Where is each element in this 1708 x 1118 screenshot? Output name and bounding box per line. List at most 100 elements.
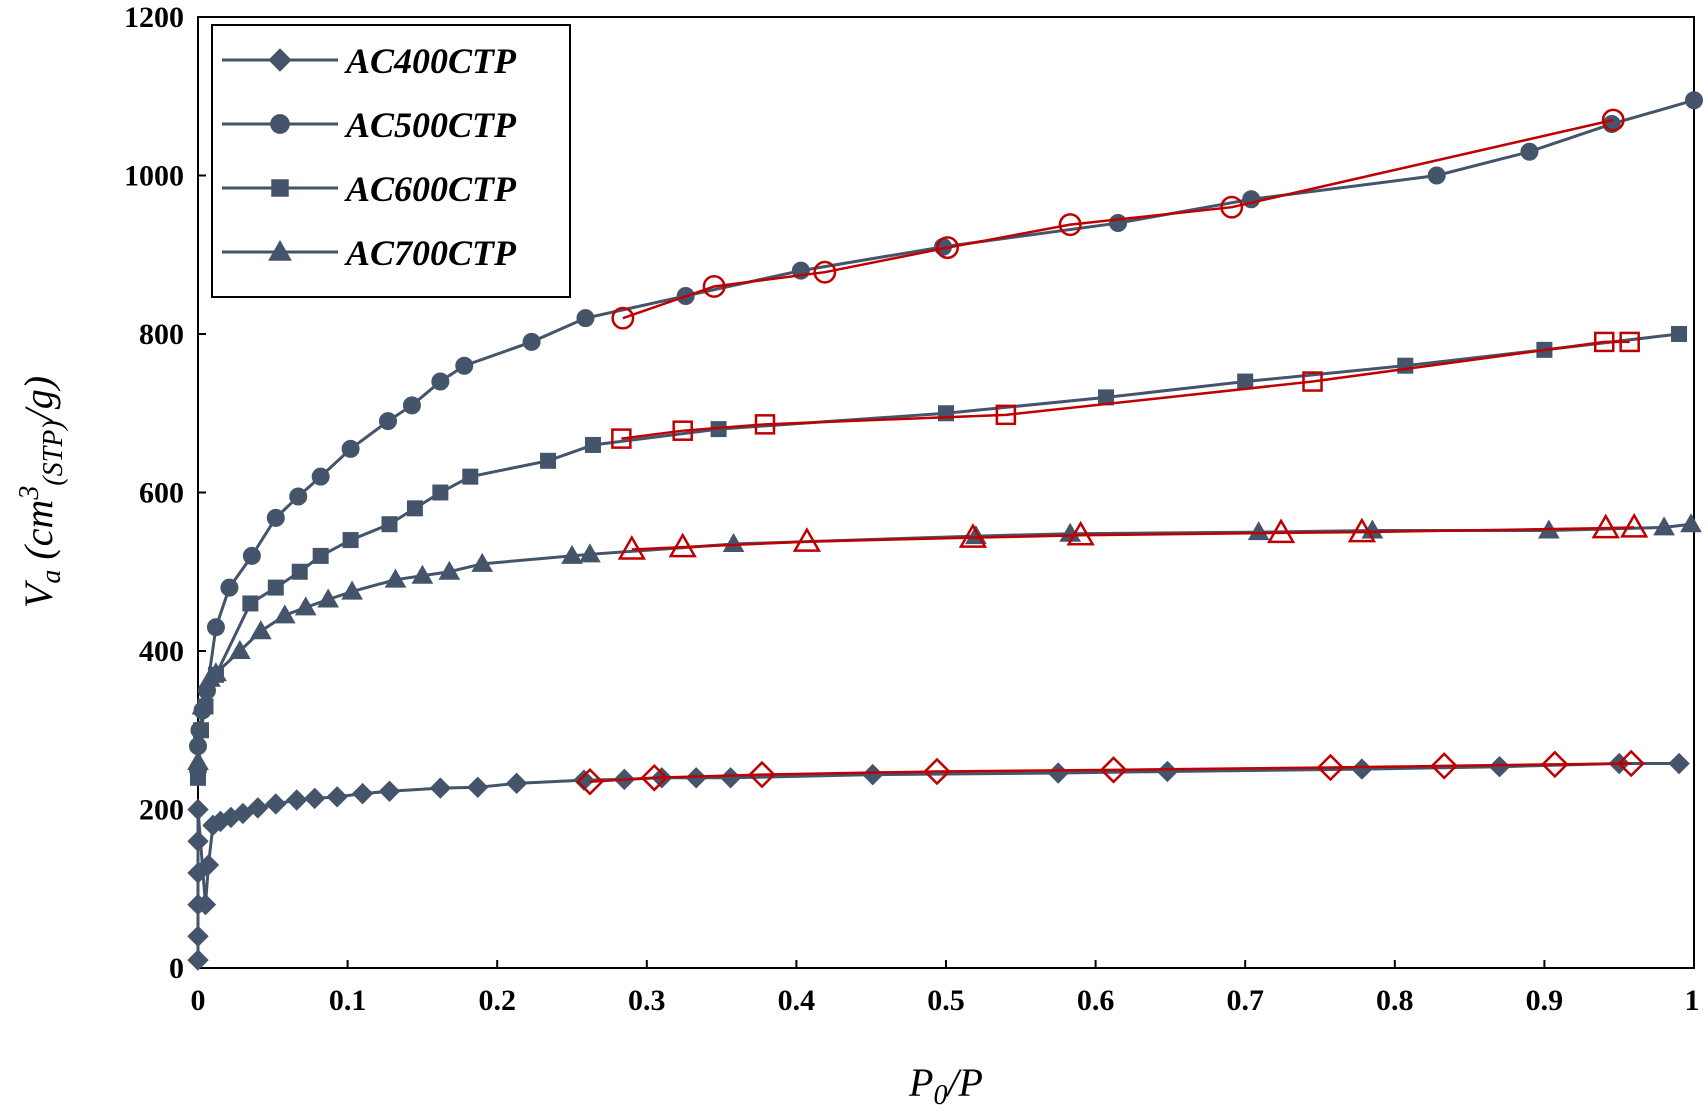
data-point-ac600ctp bbox=[1671, 326, 1688, 342]
data-point-ac500ctp bbox=[266, 508, 285, 527]
data-point-ac400ctp bbox=[1156, 760, 1179, 783]
data-point-ac400ctp bbox=[429, 777, 452, 799]
x-tick-label: 0.2 bbox=[478, 984, 516, 1017]
fit-4-point bbox=[958, 523, 988, 548]
fit-1-point bbox=[1099, 756, 1128, 784]
fit-1-point bbox=[1617, 749, 1645, 778]
data-point-ac500ctp bbox=[341, 439, 360, 458]
data-point-ac400ctp bbox=[1351, 758, 1373, 780]
data-point-ac400ctp bbox=[187, 925, 209, 948]
x-tick-label: 0 bbox=[191, 984, 206, 1017]
x-tick-label: 0.3 bbox=[628, 984, 666, 1017]
fit-2-line bbox=[622, 118, 1614, 320]
data-point-ac400ctp bbox=[573, 769, 595, 791]
data-point-ac700ctp bbox=[722, 533, 745, 553]
y-tick-label: 400 bbox=[139, 635, 184, 668]
data-point-ac400ctp bbox=[1668, 752, 1690, 775]
series-layer bbox=[187, 91, 1703, 971]
fit-4-point bbox=[1347, 517, 1377, 543]
data-point-ac700ctp bbox=[384, 568, 407, 588]
data-point-ac400ctp bbox=[197, 854, 220, 876]
data-point-ac600ctp bbox=[540, 452, 557, 469]
data-point-ac700ctp bbox=[205, 662, 227, 682]
x-title-tail: /P bbox=[945, 1060, 983, 1105]
legend-marker-ac500ctp bbox=[270, 114, 290, 134]
data-point-ac700ctp bbox=[411, 564, 434, 584]
y-title-open: (cm bbox=[16, 500, 61, 570]
fit-1-point bbox=[1316, 753, 1345, 782]
data-point-ac600ctp bbox=[462, 468, 479, 485]
data-point-ac500ctp bbox=[242, 546, 261, 565]
data-point-ac600ctp bbox=[584, 436, 601, 453]
data-point-ac700ctp bbox=[249, 620, 272, 640]
fit-3-point bbox=[1619, 331, 1640, 353]
data-point-ac500ctp bbox=[522, 332, 541, 351]
data-point-ac600ctp bbox=[381, 516, 398, 533]
fit-2-point bbox=[611, 306, 635, 330]
y-title-sup: 3 bbox=[14, 486, 45, 501]
fit-2-point bbox=[813, 260, 837, 284]
data-point-ac700ctp bbox=[561, 544, 583, 564]
data-point-ac600ctp bbox=[190, 769, 206, 786]
data-point-ac500ctp bbox=[378, 412, 397, 431]
fit-4-point bbox=[1066, 520, 1095, 546]
x-tick-label: 0.6 bbox=[1077, 984, 1115, 1017]
data-point-ac400ctp bbox=[187, 798, 209, 821]
data-point-ac400ctp bbox=[467, 776, 489, 799]
fit-3-point bbox=[995, 404, 1017, 426]
y-title-tail: /g) bbox=[16, 376, 61, 422]
legend-label-ac500ctp: AC500CTP bbox=[344, 105, 517, 145]
data-point-ac700ctp bbox=[229, 639, 251, 659]
data-point-ac700ctp bbox=[1653, 516, 1675, 536]
x-tick-label: 0.9 bbox=[1526, 984, 1564, 1017]
fit-4-point bbox=[1591, 513, 1620, 539]
legend: AC400CTP AC500CTP AC600CTP AC700CTP bbox=[211, 24, 571, 298]
data-point-ac400ctp bbox=[326, 786, 348, 808]
legend-marker-ac700ctp bbox=[268, 239, 292, 261]
x-tick-label: 0.4 bbox=[778, 984, 816, 1017]
fit-1-point bbox=[1430, 752, 1458, 780]
data-point-ac700ctp bbox=[273, 604, 296, 624]
x-tick-label: 0.1 bbox=[329, 984, 367, 1017]
fit-3-point bbox=[611, 428, 632, 449]
data-point-ac500ctp bbox=[402, 396, 421, 415]
data-point-ac700ctp bbox=[191, 695, 214, 715]
y-tick-label: 1000 bbox=[124, 160, 184, 193]
fit-4-point bbox=[1266, 518, 1296, 544]
y-axis-ticks: 0 200 400 600 800 1000 1200 bbox=[124, 1, 206, 985]
data-point-ac400ctp bbox=[187, 949, 209, 971]
legend-marker-ac400ctp bbox=[268, 48, 292, 72]
fit-3-line bbox=[621, 340, 1630, 440]
fit-layer bbox=[576, 108, 1649, 796]
x-tick-label: 1 bbox=[1685, 984, 1700, 1017]
y-title-sub2: (STP) bbox=[38, 420, 69, 485]
fit-3-point bbox=[672, 420, 693, 441]
data-point-ac500ctp bbox=[1427, 166, 1446, 185]
data-point-ac700ctp bbox=[187, 750, 209, 770]
fit-1-point bbox=[576, 767, 604, 796]
data-point-ac500ctp bbox=[576, 309, 595, 328]
legend-label-ac600ctp: AC600CTP bbox=[344, 169, 517, 209]
data-point-ac400ctp bbox=[286, 789, 308, 811]
data-point-ac600ctp bbox=[406, 500, 423, 517]
data-point-ac700ctp bbox=[317, 588, 340, 608]
data-point-ac600ctp bbox=[242, 595, 259, 612]
data-point-ac700ctp bbox=[438, 560, 461, 580]
data-point-ac600ctp bbox=[342, 532, 359, 549]
fit-3-point bbox=[754, 414, 776, 435]
data-point-ac400ctp bbox=[187, 830, 209, 852]
fit-4-line bbox=[631, 526, 1635, 551]
fit-4-point bbox=[617, 535, 646, 560]
y-tick-label: 200 bbox=[139, 794, 184, 827]
fit-1-line bbox=[589, 762, 1632, 784]
data-point-ac700ctp bbox=[1247, 521, 1270, 541]
fit-1-point bbox=[1541, 750, 1569, 779]
fit-3-point bbox=[1593, 331, 1615, 353]
fit-4-point bbox=[668, 532, 697, 558]
fit-2-point bbox=[1058, 213, 1082, 237]
y-axis-title: Va (cm3(STP)/g) bbox=[14, 376, 69, 608]
data-point-ac600ctp bbox=[1237, 373, 1254, 390]
data-point-ac600ctp bbox=[291, 563, 308, 580]
